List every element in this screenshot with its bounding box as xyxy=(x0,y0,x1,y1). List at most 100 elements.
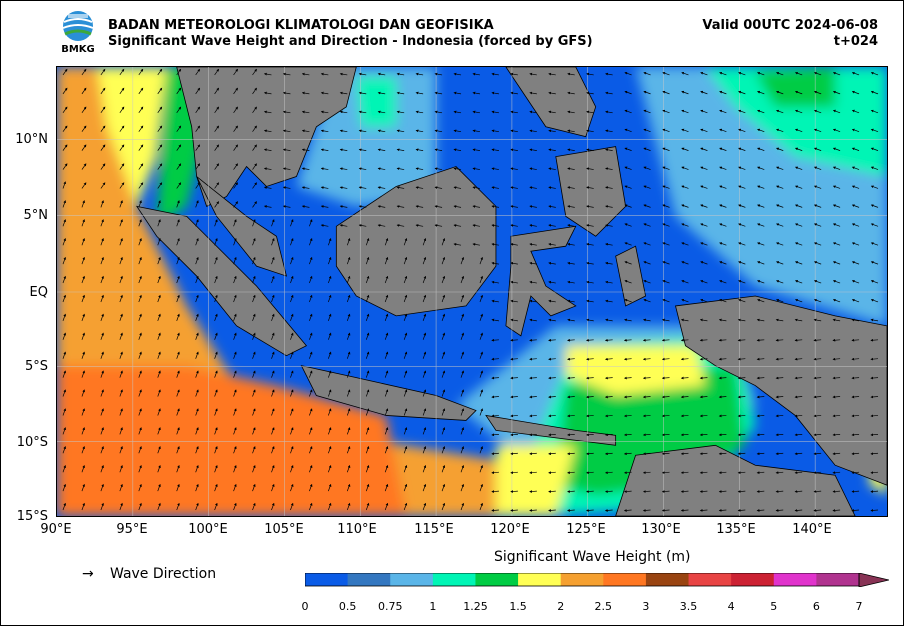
wave-arrow xyxy=(510,318,518,322)
wave-arrow xyxy=(642,433,651,437)
wave-arrow xyxy=(472,224,481,227)
wave-arrow xyxy=(699,433,708,437)
wave-arrow xyxy=(233,106,238,113)
wave-arrow xyxy=(623,357,632,361)
wave-arrow xyxy=(320,148,329,152)
wave-arrow xyxy=(176,125,182,132)
wave-arrow xyxy=(719,166,727,170)
wave-arrow xyxy=(680,395,689,399)
wave-arrow xyxy=(529,280,537,284)
wave-arrow xyxy=(567,452,575,456)
wave-arrow xyxy=(100,427,104,435)
wave-arrow xyxy=(870,357,879,361)
wave-arrow xyxy=(195,389,199,397)
wave-arrow xyxy=(870,298,879,303)
wave-arrow xyxy=(529,205,537,208)
wave-arrow xyxy=(339,205,348,208)
wave-arrow xyxy=(81,125,87,132)
wave-arrow xyxy=(415,148,424,152)
wave-arrow xyxy=(138,237,142,246)
wave-arrow xyxy=(491,452,499,456)
wave-arrow xyxy=(586,338,594,342)
wave-arrow xyxy=(434,72,443,76)
wave-arrow xyxy=(282,72,291,76)
land-sulawesi xyxy=(505,225,577,337)
colorbar-tick-label: 0.5 xyxy=(338,600,357,613)
wave-arrow xyxy=(119,200,123,208)
wave-arrow xyxy=(586,452,594,456)
wave-arrow xyxy=(309,332,313,340)
wave-arrow xyxy=(309,256,313,265)
wave-arrow xyxy=(567,242,575,246)
wave-arrow xyxy=(346,370,351,378)
wave-arrow xyxy=(870,433,879,437)
wave-arrow xyxy=(586,414,594,418)
wave-arrow xyxy=(472,186,481,189)
wave-arrow xyxy=(214,87,220,95)
wave-arrow xyxy=(441,408,446,416)
wave-arrow xyxy=(119,408,123,416)
wave-arrow xyxy=(681,223,689,227)
wave-arrow xyxy=(757,128,765,133)
wave-arrow xyxy=(832,298,841,303)
wave-arrow xyxy=(100,87,106,95)
wave-arrow xyxy=(472,167,481,171)
wave-arrow xyxy=(176,68,182,76)
wave-arrow xyxy=(586,129,594,133)
wave-arrow xyxy=(365,351,370,359)
wave-arrow xyxy=(548,110,556,114)
wave-arrow xyxy=(441,294,446,303)
wave-arrow xyxy=(214,483,218,492)
wave-arrow xyxy=(643,128,651,133)
wave-arrow xyxy=(813,338,822,342)
wave-arrow xyxy=(441,446,446,454)
wave-arrow xyxy=(529,376,537,380)
wave-arrow xyxy=(700,185,708,189)
wave-arrow xyxy=(441,370,446,378)
wave-arrow xyxy=(548,338,556,342)
wave-arrow xyxy=(81,182,87,189)
wave-arrow xyxy=(100,182,106,189)
wave-arrow xyxy=(415,91,424,95)
wave-arrow xyxy=(567,148,575,152)
colorbar-tick-label: 1.25 xyxy=(463,600,488,613)
wave-arrow xyxy=(119,294,123,303)
wave-arrow xyxy=(680,318,689,322)
wave-arrow xyxy=(195,351,199,359)
wave-arrow xyxy=(548,376,556,380)
wave-arrow xyxy=(62,200,66,208)
wave-arrow xyxy=(290,237,294,246)
wave-arrow xyxy=(434,91,443,95)
wave-arrow xyxy=(605,91,613,95)
wave-arrow xyxy=(377,148,386,152)
wave-arrow xyxy=(548,167,556,171)
wave-arrow xyxy=(309,446,313,454)
wave-arrow xyxy=(415,167,424,171)
wave-arrow xyxy=(680,433,689,437)
wave-arrow xyxy=(832,90,841,95)
wave-arrow xyxy=(157,275,161,284)
wave-arrow xyxy=(832,452,841,456)
wave-arrow xyxy=(195,87,201,95)
wave-arrow xyxy=(605,129,613,133)
wave-arrow xyxy=(832,223,841,227)
lon-label-105e: 105°E xyxy=(264,522,304,537)
wave-arrow xyxy=(460,351,465,359)
wave-arrow xyxy=(813,318,822,322)
wave-arrow xyxy=(157,219,161,227)
wave-arrow xyxy=(832,433,841,437)
wave-arrow xyxy=(776,223,784,227)
wave-arrow xyxy=(100,483,104,492)
wave-arrow xyxy=(252,389,256,397)
wave-arrow xyxy=(346,351,351,359)
wave-arrow xyxy=(719,185,727,189)
wave-arrow xyxy=(870,471,879,475)
wave-arrow xyxy=(491,338,499,342)
wave-arrow xyxy=(643,147,651,151)
wave-arrow xyxy=(870,414,879,418)
wave-arrow xyxy=(290,483,294,492)
wave-arrow xyxy=(339,129,348,133)
wave-arrow xyxy=(271,275,275,284)
wave-arrow xyxy=(282,110,291,114)
wave-arrow xyxy=(737,395,746,399)
